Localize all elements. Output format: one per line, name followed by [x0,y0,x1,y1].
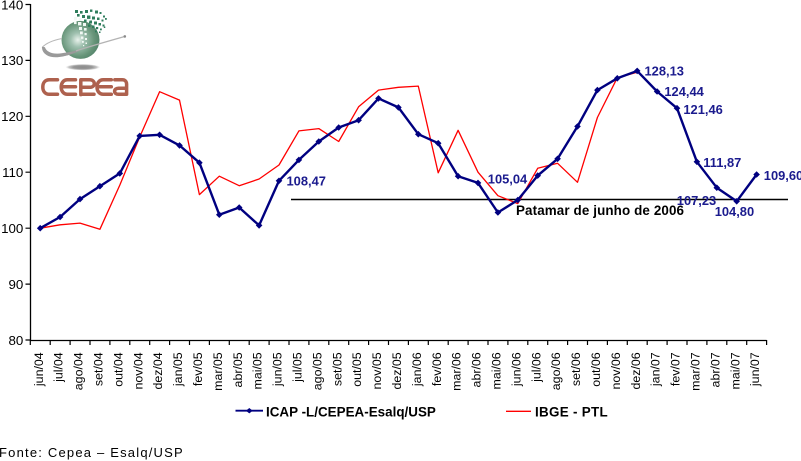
svg-text:109,60: 109,60 [764,168,801,183]
svg-text:mai/07: mai/07 [728,352,742,389]
svg-text:dez/04: dez/04 [151,352,165,389]
svg-text:out/05: out/05 [350,352,364,387]
svg-text:fev/05: fev/05 [191,352,205,386]
svg-text:121,46: 121,46 [683,102,722,117]
svg-text:ago/04: ago/04 [72,352,86,390]
svg-text:dez/06: dez/06 [629,352,643,389]
svg-text:abr/06: abr/06 [470,352,484,387]
svg-text:100: 100 [1,221,23,236]
svg-text:110: 110 [2,165,23,180]
svg-text:fev/07: fev/07 [669,352,683,386]
svg-text:jul/05: jul/05 [291,352,305,383]
svg-text:108,47: 108,47 [287,173,326,188]
svg-text:130: 130 [1,53,23,68]
svg-text:jul/06: jul/06 [529,352,543,383]
svg-text:90: 90 [9,277,24,292]
svg-text:out/06: out/06 [589,352,603,387]
svg-text:Fonte: Cepea – Esalq/USP: Fonte: Cepea – Esalq/USP [0,445,184,460]
svg-text:set/05: set/05 [330,352,344,386]
svg-text:mar/07: mar/07 [689,352,703,391]
svg-text:mai/06: mai/06 [490,352,504,389]
svg-text:mar/05: mar/05 [211,352,225,391]
svg-text:120: 120 [1,109,23,124]
svg-text:ago/05: ago/05 [310,352,324,390]
svg-text:140: 140 [1,0,23,12]
svg-text:jun/06: jun/06 [509,352,523,387]
svg-text:107,23: 107,23 [677,193,716,208]
svg-text:jul/04: jul/04 [52,352,66,383]
svg-text:124,44: 124,44 [664,84,704,99]
svg-text:out/04: out/04 [111,352,125,387]
svg-text:mai/05: mai/05 [251,352,265,389]
svg-text:set/06: set/06 [569,352,583,386]
svg-text:set/04: set/04 [92,352,106,386]
svg-text:fev/06: fev/06 [430,352,444,386]
svg-text:jan/05: jan/05 [171,352,185,387]
svg-text:IBGE - PTL: IBGE - PTL [535,404,608,419]
svg-text:nov/05: nov/05 [370,352,384,389]
svg-text:Patamar de junho de 2006: Patamar de junho de 2006 [516,203,684,218]
svg-text:128,13: 128,13 [645,63,684,78]
svg-text:jun/07: jun/07 [748,352,762,387]
svg-text:jun/05: jun/05 [271,352,285,387]
svg-text:dez/05: dez/05 [390,352,404,389]
svg-text:nov/06: nov/06 [609,352,623,389]
svg-text:105,04: 105,04 [488,171,528,186]
svg-text:jan/06: jan/06 [410,352,424,387]
svg-text:ago/06: ago/06 [549,352,563,390]
svg-text:104,80: 104,80 [715,204,754,219]
svg-text:80: 80 [9,333,24,348]
svg-text:111,87: 111,87 [703,155,741,170]
svg-text:nov/04: nov/04 [131,352,145,389]
svg-text:abr/05: abr/05 [231,352,245,387]
svg-text:mar/06: mar/06 [450,352,464,391]
svg-text:ICAP -L/CEPEA-Esalq/USP: ICAP -L/CEPEA-Esalq/USP [266,404,436,419]
svg-text:jan/07: jan/07 [649,352,663,387]
svg-text:jun/04: jun/04 [32,352,46,387]
svg-text:abr/07: abr/07 [708,352,722,387]
